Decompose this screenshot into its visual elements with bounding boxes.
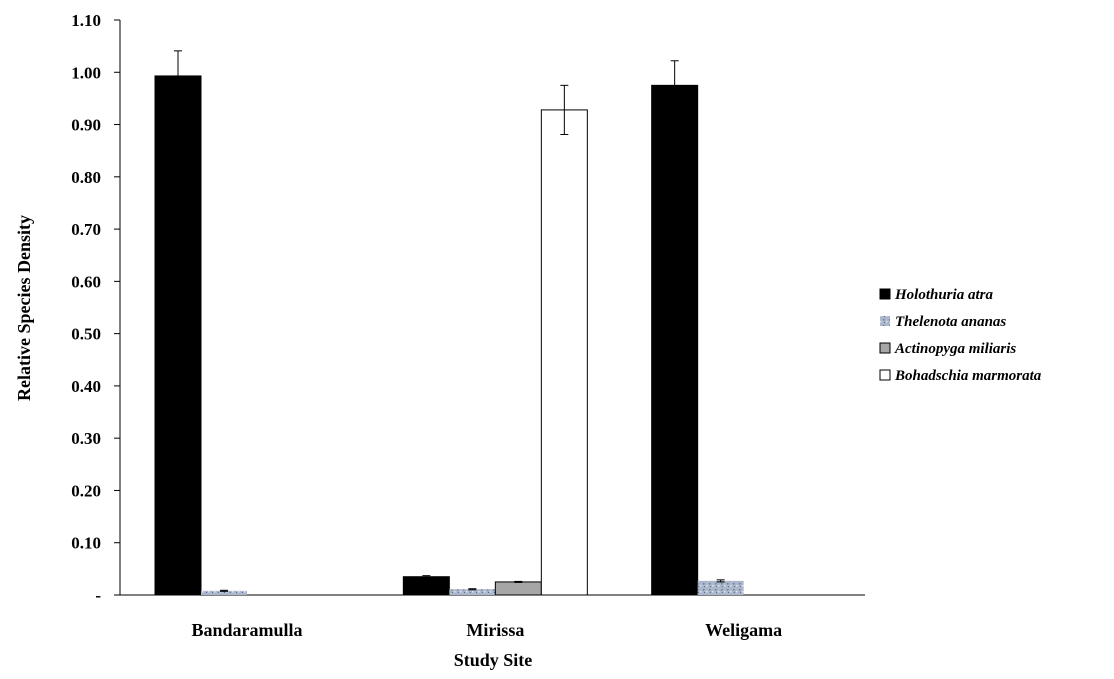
legend-swatch bbox=[879, 288, 891, 300]
bar bbox=[540, 109, 588, 596]
y-tick-label: 0.70 bbox=[71, 220, 101, 239]
y-tick-label: 0.90 bbox=[71, 116, 101, 135]
bar bbox=[402, 576, 450, 596]
bar bbox=[494, 581, 542, 596]
legend-swatch bbox=[880, 316, 890, 326]
y-tick-label: 0.80 bbox=[71, 168, 101, 187]
legend-swatch bbox=[879, 369, 891, 381]
y-tick-label: 0.40 bbox=[71, 377, 101, 396]
x-tick-label: Bandaramulla bbox=[191, 620, 302, 640]
legend-label: Bohadschia marmorata bbox=[894, 368, 1042, 384]
legend-label: Actinopyga miliaris bbox=[894, 341, 1016, 357]
legend-label: Thelenota ananas bbox=[895, 314, 1006, 330]
y-tick-label: 0.20 bbox=[71, 481, 101, 500]
y-tick-label: 0.30 bbox=[71, 429, 101, 448]
y-tick-label: 0.10 bbox=[71, 534, 101, 553]
y-axis-title: Relative Species Density bbox=[14, 215, 34, 401]
x-tick-label: Weligama bbox=[705, 620, 782, 640]
bar bbox=[154, 75, 202, 596]
legend-label: Holothuria atra bbox=[894, 287, 993, 303]
y-tick-label: 1.10 bbox=[71, 11, 101, 30]
category-labels: Bandaramulla Mirissa Weligama bbox=[191, 620, 782, 640]
y-tick-label: 0.50 bbox=[71, 325, 101, 344]
legend: Holothuria atra Thelenota ananas Actinopyg… bbox=[879, 287, 1042, 384]
bar bbox=[651, 84, 699, 596]
legend-swatch bbox=[879, 342, 891, 354]
bar bbox=[201, 590, 247, 595]
y-tick-label: 0.60 bbox=[71, 272, 101, 291]
y-tick-label: 1.00 bbox=[71, 63, 101, 82]
bar bbox=[697, 580, 744, 595]
bar bbox=[449, 589, 496, 595]
x-axis-title: Study Site bbox=[454, 650, 533, 670]
bars bbox=[154, 50, 744, 596]
y-tick-label: - bbox=[95, 586, 101, 605]
x-tick-label: Mirissa bbox=[466, 620, 524, 640]
y-ticks: - 0.10 0.20 0.30 0.40 0.50 0.60 0.70 0.80 0.90 1.0… bbox=[71, 11, 120, 605]
